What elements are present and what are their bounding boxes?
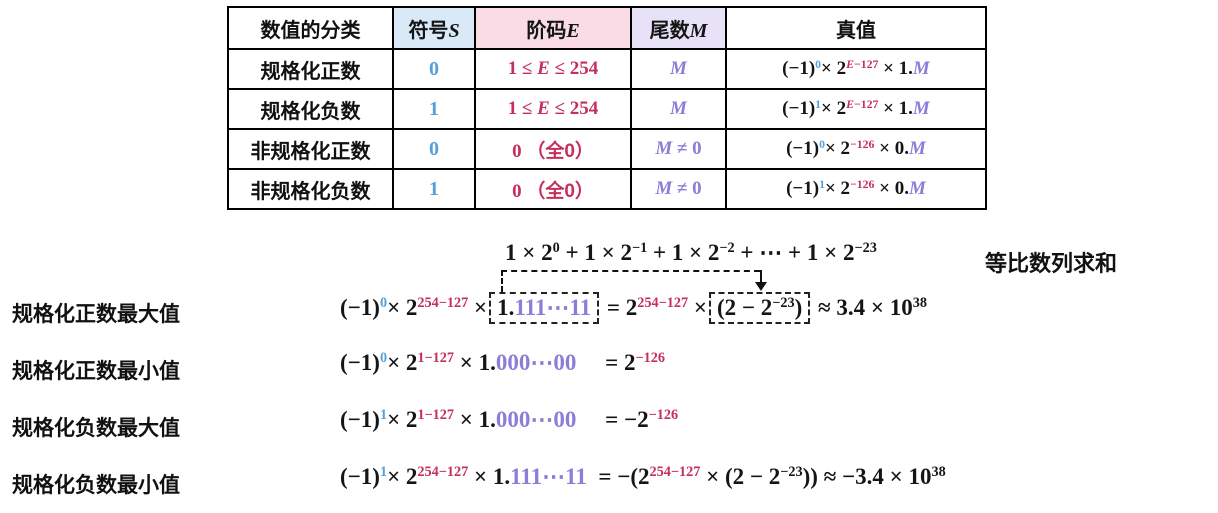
table-header-row: 数值的分类 符号S 阶码E 尾数M 真值 [227, 6, 987, 50]
truth-formula: (−1)1× 2−126 × 0.M [725, 168, 987, 210]
dashed-connector-line [501, 270, 760, 272]
mantissa-value: M ≠ 0 [630, 168, 727, 210]
line-label-norm-neg-max: 规格化负数最大值 [12, 417, 180, 440]
line-formula-norm-pos-min: (−1)0× 21−127 × 1.000⋯00 = 2−126 [340, 350, 666, 375]
sign-value: 0 [392, 128, 476, 170]
line-label-norm-pos-max: 规格化正数最大值 [12, 303, 180, 326]
truth-formula: (−1)0× 2E−127 × 1.M [725, 48, 987, 90]
table-row: 非规格化负数 1 0 （全0） M ≠ 0 (−1)1× 2−126 × 0.M [227, 168, 987, 210]
sign-value: 1 [392, 168, 476, 210]
row-label: 非规格化正数 [227, 128, 394, 170]
truth-formula: (−1)0× 2−126 × 0.M [725, 128, 987, 170]
mantissa-value: M ≠ 0 [630, 128, 727, 170]
float-classification-table: 数值的分类 符号S 阶码E 尾数M 真值 规格化正数 0 1 ≤ E ≤ 254… [227, 6, 987, 210]
arrow-down-icon [754, 282, 767, 291]
exponent-range: 1 ≤ E ≤ 254 [474, 88, 632, 130]
sign-value: 1 [392, 88, 476, 130]
line-formula-norm-neg-min: (−1)1× 2254−127 × 1.111⋯11 = −(2254−127 … [340, 464, 946, 489]
truth-formula: (−1)1× 2E−127 × 1.M [725, 88, 987, 130]
col-header-exponent: 阶码E [474, 6, 632, 50]
line-label-norm-neg-min: 规格化负数最小值 [12, 474, 180, 497]
col-header-classification: 数值的分类 [227, 6, 394, 50]
geometric-series-formula: 1 × 20 + 1 × 2−1 + 1 × 2−2 + ⋯ + 1 × 2−2… [505, 240, 877, 265]
col-header-mantissa: 尾数M [630, 6, 727, 50]
sign-value: 0 [392, 48, 476, 90]
row-label: 规格化正数 [227, 48, 394, 90]
col-header-sign: 符号S [392, 6, 476, 50]
geometric-series-label: 等比数列求和 [985, 251, 1118, 276]
table-row: 规格化正数 0 1 ≤ E ≤ 254 M (−1)0× 2E−127 × 1.… [227, 48, 987, 90]
exponent-range: 1 ≤ E ≤ 254 [474, 48, 632, 90]
line-formula-norm-neg-max: (−1)1× 21−127 × 1.000⋯00 = −2−126 [340, 407, 679, 432]
mantissa-box-dashed-box: 1.111⋯11 [489, 292, 600, 324]
line-label-norm-pos-min: 规格化正数最小值 [12, 360, 180, 383]
table-row: 规格化负数 1 1 ≤ E ≤ 254 M (−1)1× 2E−127 × 1.… [227, 88, 987, 130]
mantissa-value: M [630, 88, 727, 130]
col-header-truth: 真值 [725, 6, 987, 50]
mantissa-value: M [630, 48, 727, 90]
exponent-range: 0 （全0） [474, 168, 632, 210]
geo-box-dashed-box: (2 − 2−23) [708, 292, 811, 324]
table-row: 非规格化正数 0 0 （全0） M ≠ 0 (−1)0× 2−126 × 0.M [227, 128, 987, 170]
line-formula-norm-pos-max: (−1)0× 2254−127 × 1.111⋯11 = 2254−127 × (2… [340, 292, 927, 324]
row-label: 非规格化负数 [227, 168, 394, 210]
row-label: 规格化负数 [227, 88, 394, 130]
dashed-connector-right-tick [759, 270, 762, 282]
exponent-range: 0 （全0） [474, 128, 632, 170]
dashed-connector-left-tick [501, 270, 504, 292]
